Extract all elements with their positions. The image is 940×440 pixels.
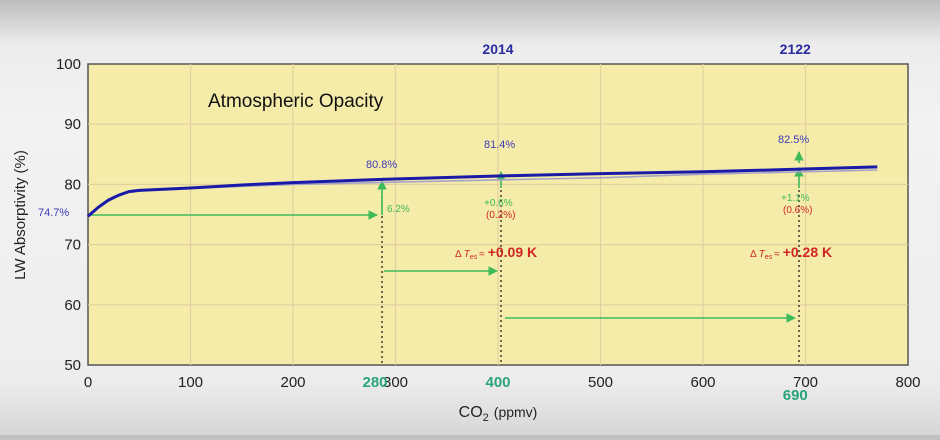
x-tick-label: 800 [895, 374, 920, 391]
dt-symbol: T [464, 249, 471, 260]
x-tick-label: 200 [280, 374, 305, 391]
grid-lines [88, 64, 908, 365]
label-delta-1-1: +1.1% [781, 193, 810, 204]
label-82-5: 82.5% [778, 134, 809, 146]
label-81-4: 81.4% [484, 139, 515, 151]
x-axis-label-sub: 2 [483, 412, 489, 424]
x-tick-label: 100 [178, 374, 203, 391]
label-delta-0-6: +0.6% [484, 198, 513, 209]
y-tick-label: 90 [64, 116, 81, 133]
x-axis-label: CO2 (ppmv) [459, 404, 538, 424]
dt-value-28: +0.28 K [783, 244, 832, 260]
x-tick-label: 700 [793, 374, 818, 391]
dt-approx: ≈ [774, 249, 780, 260]
dt-approx: ≈ [479, 249, 485, 260]
x-tick-label: 300 [383, 374, 408, 391]
dt-sub: es [470, 254, 478, 261]
series-line-secondary [139, 169, 878, 192]
x-axis-label-unit: (ppmv) [494, 404, 538, 420]
series-line-main [87, 165, 878, 218]
y-tick-label: 100 [56, 56, 81, 73]
y-tick-label: 80 [64, 176, 81, 193]
label-80-8: 80.8% [366, 159, 397, 171]
dt-prefix: Δ [455, 249, 462, 260]
x-axis-label-main: CO [459, 404, 483, 421]
x-tick-label-special: 280 [362, 374, 387, 391]
label-delta-0-6-paren: (0.2%) [486, 210, 515, 221]
y-tick-label: 70 [64, 237, 81, 254]
label-74-7: 74.7% [38, 207, 69, 219]
dt-label-2014: Δ Tes ≈ +0.09 K [455, 244, 537, 261]
label-delta-1-1-paren: (0.6%) [783, 205, 812, 216]
label-delta-6-2: 6.2% [387, 204, 410, 215]
x-tick-label: 500 [588, 374, 613, 391]
y-tick-label: 50 [64, 357, 81, 374]
x-tick-label-special: 400 [485, 374, 510, 391]
x-tick-label: 0 [84, 374, 92, 391]
y-axis-label: LW Absorptivity (%) [12, 150, 29, 280]
dt-symbol: T [759, 249, 766, 260]
chart-title: Atmospheric Opacity [208, 91, 384, 112]
x-tick-label-special: 690 [783, 387, 808, 404]
dt-value-09: +0.09 K [488, 244, 537, 260]
dt-sub: es [765, 254, 773, 261]
dt-prefix: Δ [750, 249, 757, 260]
axis-ticks: 0 100 200 300 500 600 700 800 50 60 70 80 90 100 280 40… [56, 41, 921, 404]
year-label: 2122 [780, 41, 811, 57]
y-tick-label: 60 [64, 297, 81, 314]
x-tick-label: 600 [690, 374, 715, 391]
dt-label-2122: Δ Tes ≈ +0.28 K [750, 244, 832, 261]
year-label: 2014 [482, 41, 513, 57]
